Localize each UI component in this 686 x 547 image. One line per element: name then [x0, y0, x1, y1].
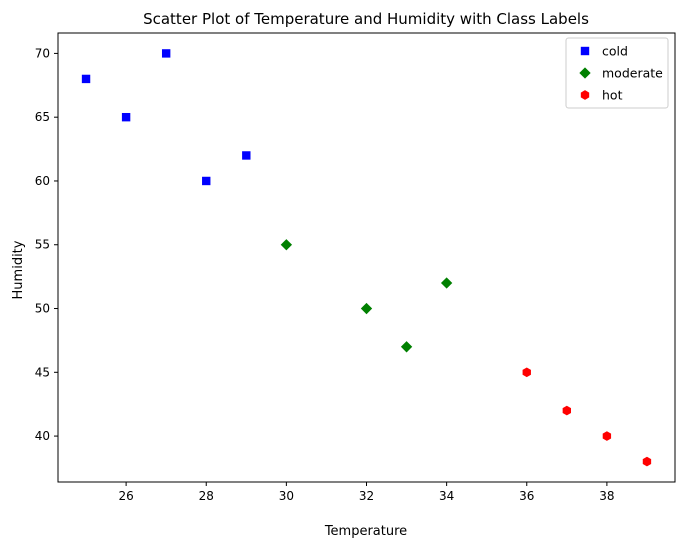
legend-label-hot: hot [602, 88, 623, 103]
y-tick-label: 50 [35, 302, 50, 316]
x-tick-label: 36 [519, 489, 534, 503]
point-cold-2 [161, 49, 171, 58]
x-tick-label: 28 [199, 489, 214, 503]
y-tick-label: 45 [35, 365, 50, 379]
legend-label-moderate: moderate [602, 66, 663, 81]
x-tick-label: 38 [599, 489, 614, 503]
x-tick-label: 30 [279, 489, 294, 503]
point-hot-2 [602, 431, 612, 441]
point-hot-0 [522, 367, 531, 378]
plot-area: 26 28 30 32 34 36 38 40 45 50 55 60 65 70 cold moderate… [35, 32, 676, 503]
point-cold-0 [81, 74, 91, 84]
y-tick-label: 60 [35, 174, 50, 188]
y-tick-label: 40 [35, 429, 50, 443]
point-hot-3 [642, 456, 652, 467]
y-axis-title: Humidity [11, 240, 26, 299]
point-moderate-2 [400, 341, 413, 353]
x-tick-label: 34 [439, 489, 454, 503]
legend: cold moderate hot [565, 37, 669, 109]
x-tick-label: 32 [359, 489, 374, 503]
legend-marker-moderate [579, 67, 591, 79]
y-tick-label: 55 [35, 238, 50, 252]
point-moderate-1 [360, 302, 373, 315]
legend-marker-hot [580, 90, 590, 100]
point-cold-3 [202, 176, 211, 186]
point-hot-1 [562, 405, 572, 416]
x-axis-title: Temperature [324, 524, 407, 539]
point-moderate-0 [280, 239, 293, 251]
chart-title: Scatter Plot of Temperature and Humidity… [143, 10, 589, 28]
point-moderate-3 [440, 277, 453, 289]
point-cold-1 [121, 112, 131, 122]
legend-marker-cold [580, 46, 590, 56]
legend-label-cold: cold [602, 44, 628, 59]
y-tick-label: 65 [35, 110, 50, 124]
x-tick-label: 26 [118, 489, 133, 503]
y-tick-label: 70 [35, 46, 50, 60]
legend-box [565, 37, 669, 109]
point-cold-4 [242, 151, 251, 160]
